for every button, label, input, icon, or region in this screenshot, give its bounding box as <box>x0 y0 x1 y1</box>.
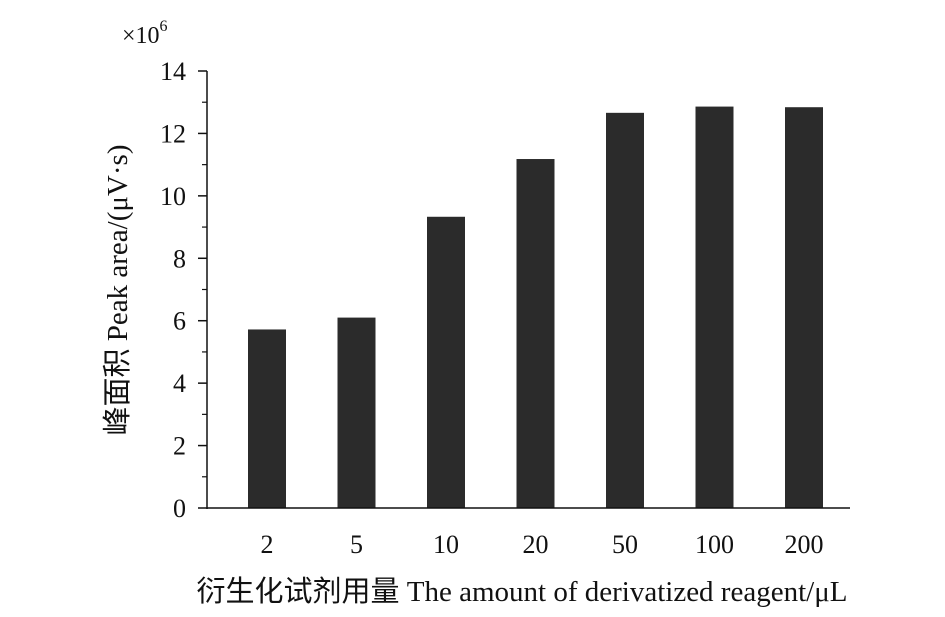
y-tick-label-10: 10 <box>160 182 186 211</box>
y-tick-label-6: 6 <box>173 307 186 336</box>
labels-layer: 2 5 10 20 50 100 200 0 2 4 6 8 10 12 14 <box>160 57 824 559</box>
y-tick-label-12: 12 <box>160 119 186 148</box>
y-tick-label-0: 0 <box>173 494 186 523</box>
x-tick-label-200: 200 <box>785 530 824 559</box>
x-tick-label-20: 20 <box>523 530 549 559</box>
y-axis-multiplier: ×106 <box>122 18 168 49</box>
bar-10 <box>427 216 465 508</box>
x-tick-label-5: 5 <box>350 530 363 559</box>
y-multiplier-base: ×10 <box>122 23 160 49</box>
bar-50 <box>606 112 644 508</box>
x-tick-label-2: 2 <box>261 530 274 559</box>
bar-100 <box>695 106 734 508</box>
x-tick-label-100: 100 <box>695 530 734 559</box>
bar-2 <box>248 329 286 508</box>
y-axis-title: 峰面积 Peak area/(μV·s) <box>101 145 134 436</box>
y-tick-label-8: 8 <box>173 244 186 273</box>
bar-20 <box>516 159 555 508</box>
y-tick-label-4: 4 <box>173 369 186 398</box>
bar-200 <box>785 107 823 509</box>
y-tick-label-14: 14 <box>160 57 186 86</box>
bars-layer <box>248 106 823 509</box>
x-axis-title: 衍生化试剂用量 The amount of derivatized reagen… <box>197 575 848 608</box>
x-tick-label-50: 50 <box>612 530 638 559</box>
bar-5 <box>337 317 376 508</box>
axes-layer <box>198 70 850 509</box>
y-multiplier-exponent: 6 <box>160 18 168 35</box>
x-tick-label-10: 10 <box>433 530 459 559</box>
y-tick-label-2: 2 <box>173 432 186 461</box>
